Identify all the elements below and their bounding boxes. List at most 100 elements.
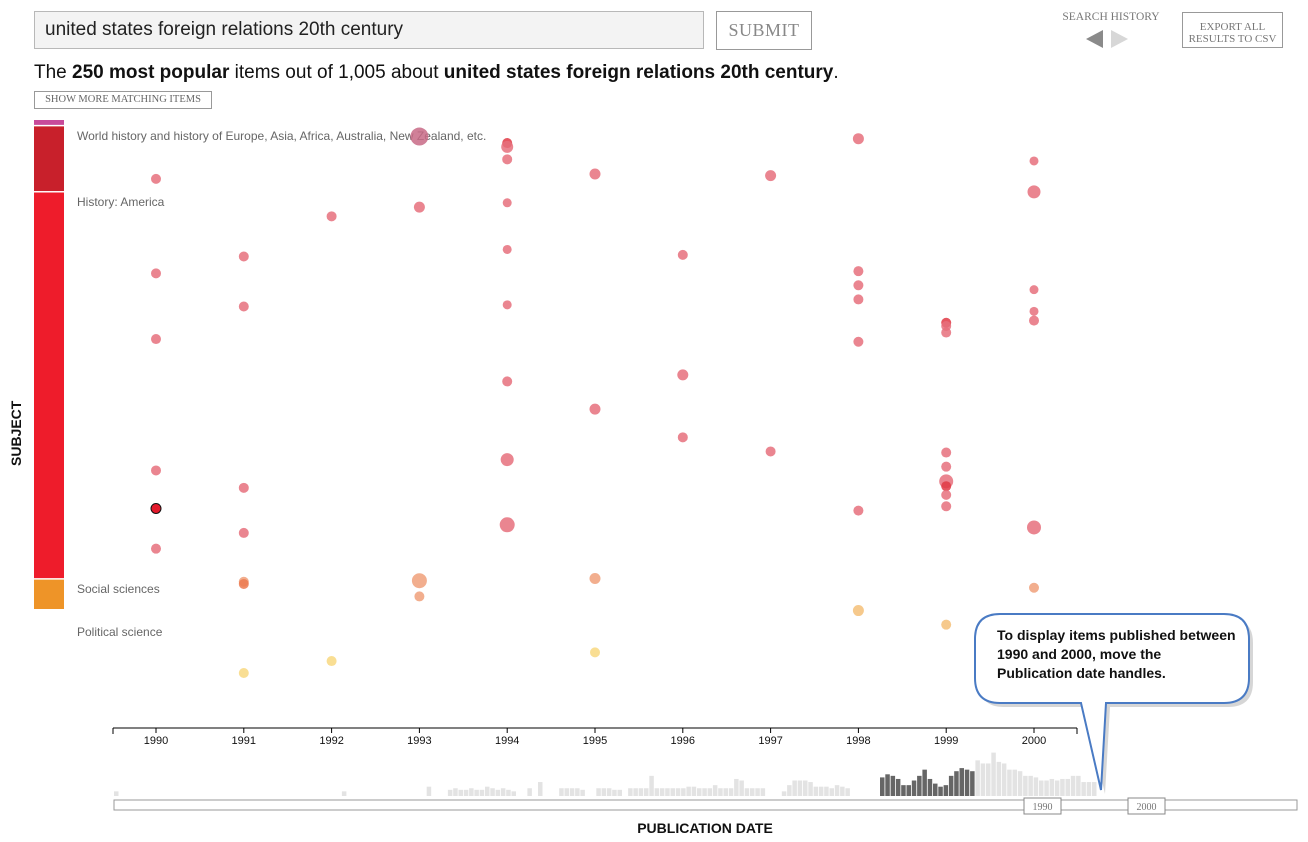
data-point[interactable] (853, 266, 864, 277)
submit-button[interactable]: SUBMIT (716, 11, 812, 50)
data-point[interactable] (765, 446, 776, 457)
data-point[interactable] (589, 573, 601, 585)
data-point[interactable] (765, 170, 777, 182)
data-point[interactable] (677, 432, 688, 443)
subject-bar: World history and history of Europe, Asi… (34, 120, 486, 639)
data-point[interactable] (502, 244, 512, 254)
data-point[interactable] (414, 591, 425, 602)
subject-segment[interactable] (34, 120, 64, 125)
data-point[interactable] (1029, 315, 1039, 326)
subject-segment[interactable] (34, 192, 64, 579)
data-point[interactable] (326, 211, 337, 222)
slider-track[interactable] (113, 799, 1298, 811)
data-point[interactable] (941, 501, 952, 512)
start-date-handle[interactable] (1023, 797, 1062, 815)
histogram-bar (1054, 780, 1060, 796)
data-point[interactable] (411, 573, 427, 589)
data-point[interactable] (502, 300, 512, 310)
histogram-bar (787, 785, 792, 796)
data-point[interactable] (502, 154, 513, 165)
data-point[interactable] (677, 249, 688, 260)
data-point[interactable] (502, 198, 512, 208)
subject-segment[interactable] (34, 125, 64, 192)
histogram-bar (1044, 780, 1049, 796)
data-point[interactable] (941, 489, 952, 500)
data-point[interactable] (677, 369, 689, 381)
data-point[interactable] (941, 619, 952, 630)
x-tick-label: 1990 (144, 735, 168, 747)
search-input[interactable] (34, 11, 704, 49)
data-point[interactable] (500, 453, 514, 467)
data-point[interactable] (941, 447, 952, 458)
data-point[interactable] (853, 294, 864, 305)
data-point[interactable] (502, 376, 513, 387)
data-point[interactable] (499, 517, 515, 533)
data-point[interactable] (853, 505, 864, 516)
data-point[interactable] (590, 647, 600, 658)
history-forward-icon[interactable] (1111, 30, 1128, 48)
data-point[interactable] (1029, 582, 1039, 593)
data-point[interactable] (238, 578, 249, 589)
data-point[interactable] (501, 140, 514, 153)
data-point[interactable] (1029, 285, 1039, 295)
data-point[interactable] (853, 280, 864, 291)
data-point[interactable] (238, 482, 249, 493)
histogram-bar (901, 785, 906, 796)
x-axis-title: PUBLICATION DATE (637, 820, 773, 836)
history-back-icon[interactable] (1086, 30, 1103, 48)
histogram-bar (564, 788, 569, 796)
data-point[interactable] (410, 127, 429, 146)
subject-label: Political science (77, 625, 163, 639)
end-date-handle[interactable] (1127, 797, 1166, 815)
x-tick-label: 1999 (934, 735, 958, 747)
x-tick-label: 2000 (1022, 735, 1046, 747)
data-point[interactable] (238, 301, 249, 312)
data-point[interactable] (941, 461, 952, 472)
histogram-bar (606, 788, 612, 796)
data-point[interactable] (150, 502, 162, 514)
histogram-bar (744, 788, 750, 796)
histogram-bar (575, 788, 580, 796)
data-point[interactable] (941, 327, 952, 338)
show-more-items-button[interactable]: SHOW MORE MATCHING ITEMS (34, 91, 212, 109)
data-point[interactable] (238, 527, 249, 538)
data-point[interactable] (238, 668, 249, 678)
data-point[interactable] (852, 605, 864, 617)
histogram-bar (1039, 780, 1044, 796)
data-point[interactable] (589, 403, 601, 415)
data-point[interactable] (151, 268, 161, 279)
date-range-slider[interactable]: 1990 2000 (113, 797, 1298, 815)
histogram-bar (644, 788, 649, 796)
data-point[interactable] (1027, 185, 1041, 199)
data-point[interactable] (1029, 156, 1039, 166)
histogram-bar (750, 788, 755, 796)
data-point[interactable] (151, 543, 161, 554)
histogram-bar (681, 788, 686, 796)
histogram-bar (649, 775, 654, 796)
x-tick-label: 1996 (671, 735, 695, 747)
data-point[interactable] (1029, 306, 1039, 316)
histogram-bar (527, 788, 532, 796)
data-point[interactable] (853, 336, 864, 347)
data-point[interactable] (238, 251, 249, 262)
histogram-bar (559, 788, 564, 796)
histogram-bar (1028, 775, 1033, 796)
histogram-bar (818, 786, 824, 796)
histogram-bar (927, 778, 933, 796)
export-csv-button[interactable]: EXPORT ALL RESULTS TO CSV (1182, 12, 1283, 48)
x-tick-label: 1998 (846, 735, 870, 747)
data-point[interactable] (151, 465, 161, 476)
data-point[interactable] (941, 481, 952, 492)
data-point[interactable] (151, 334, 161, 345)
data-point[interactable] (326, 656, 337, 667)
data-point[interactable] (151, 173, 161, 184)
data-point[interactable] (589, 168, 601, 180)
subject-label: History: America (77, 195, 165, 209)
histogram-bar (991, 752, 996, 796)
subject-segment[interactable] (34, 579, 64, 609)
data-point[interactable] (852, 133, 864, 145)
data-point[interactable] (1027, 520, 1041, 535)
data-point[interactable] (413, 201, 425, 213)
histogram-bar (1060, 778, 1065, 796)
